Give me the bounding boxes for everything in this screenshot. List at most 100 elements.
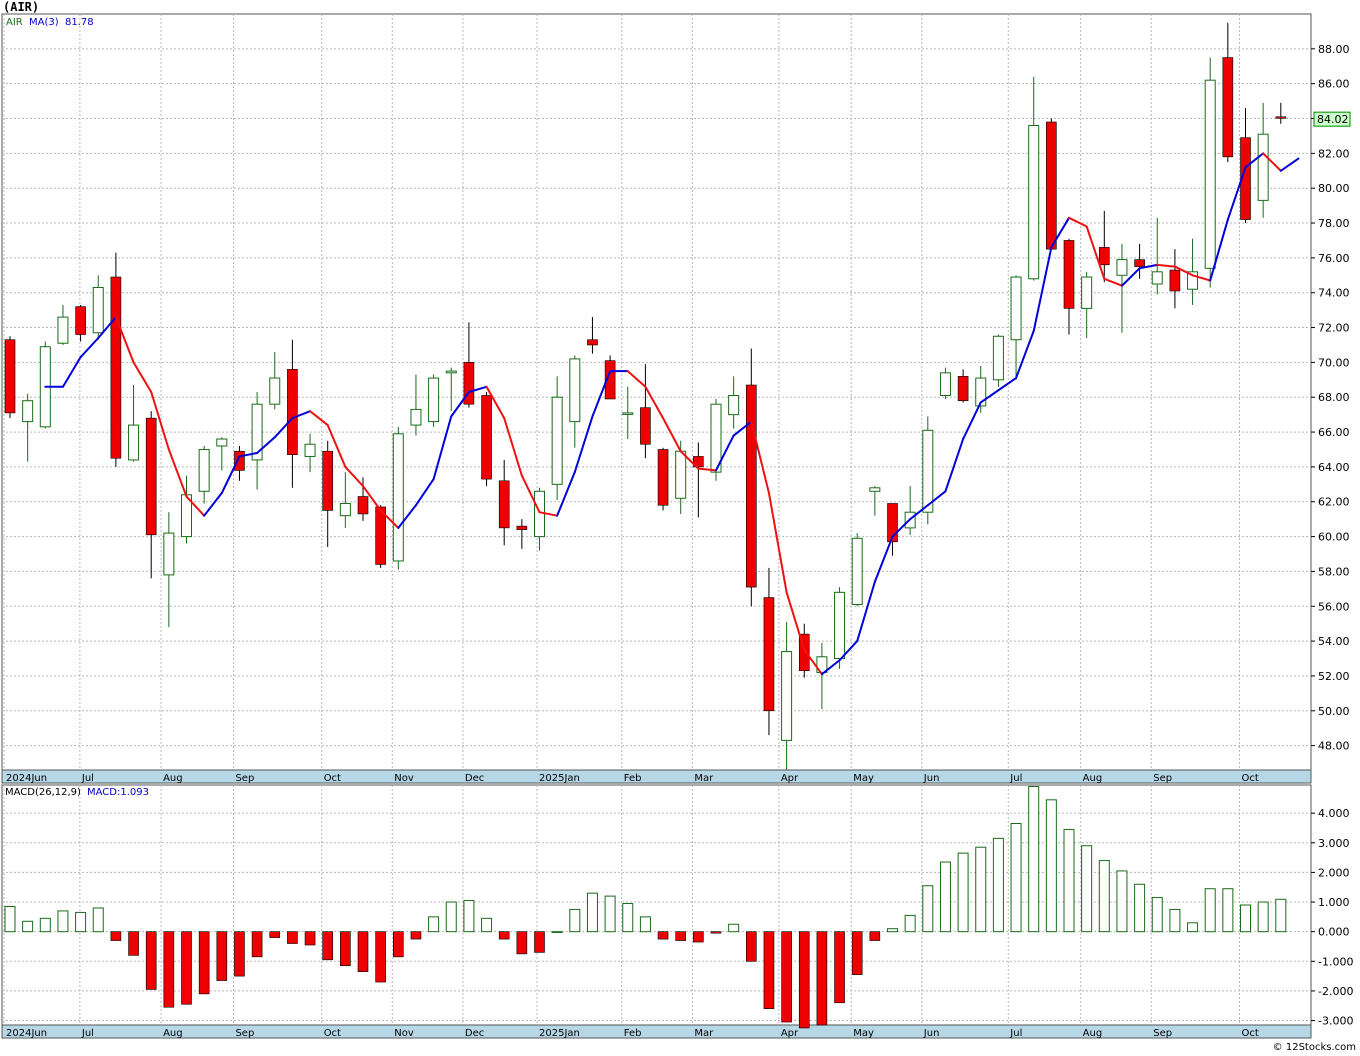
ma-segment (750, 420, 770, 495)
candle-body-up (834, 591, 846, 660)
x-tick-label: 2024Jun (6, 1028, 47, 1039)
candle-body-up (728, 394, 740, 416)
ma-segment (820, 659, 841, 676)
ma-segment (1015, 330, 1035, 380)
ma-segment (891, 518, 912, 538)
y-tick-label: 82.00 (1318, 147, 1350, 160)
y-tick-label: 76.00 (1318, 252, 1350, 265)
ma-segment (432, 415, 453, 481)
ma-segment (1279, 157, 1300, 172)
y-tick-label: 56.00 (1318, 600, 1350, 613)
macd-y-tick-label: 0.000 (1318, 926, 1350, 939)
candle-body-down (481, 395, 492, 480)
candle-body-up (851, 537, 863, 606)
ma-segment (309, 410, 329, 427)
y-tick-label: 48.00 (1318, 740, 1350, 753)
ma-segment (1103, 277, 1123, 287)
y-tick-label: 74.00 (1318, 287, 1350, 300)
candle-body-up (781, 651, 793, 741)
ma-segment (962, 401, 982, 441)
ma-segment (485, 385, 506, 420)
macd-y-tick-label: -3.000 (1318, 1015, 1353, 1028)
chart-title: (AIR) (3, 0, 40, 14)
macd-bar-positive (604, 895, 616, 933)
candle-body-up (128, 424, 140, 461)
candle-body-down (1222, 57, 1234, 158)
candle-body-up (1151, 271, 1163, 285)
ma-segment (803, 648, 823, 676)
macd-x-axis-band (1, 1024, 1312, 1039)
legend-ma-value: 81.78 (65, 17, 94, 28)
macd-bar-positive (975, 846, 987, 933)
y-tick-label: 68.00 (1318, 391, 1350, 404)
candlestick-series (4, 22, 1287, 770)
ma-segment (944, 438, 965, 493)
legend-ma-label: MA(3) (29, 17, 59, 28)
candle-body-down (4, 339, 16, 414)
x-tick-label: Aug (1083, 773, 1103, 784)
candle-body-down (657, 449, 669, 506)
ma-segment (1191, 274, 1212, 282)
ma-segment (97, 316, 117, 339)
candle-body-down (234, 450, 245, 471)
candle-body-up (975, 377, 987, 407)
ma-segment (220, 455, 241, 495)
panel-frames (1, 13, 1312, 1039)
candle-body-up (410, 408, 422, 426)
macd-bar-negative (163, 931, 175, 1008)
macd-bar-positive (1010, 823, 1022, 933)
macd-bar-negative (322, 931, 334, 961)
macd-bar-negative (181, 931, 192, 1005)
macd-bar-positive (463, 900, 475, 933)
macd-bar-positive (1134, 883, 1146, 933)
ma-segment (520, 474, 541, 514)
macd-histogram (4, 785, 1287, 1029)
macd-bar-positive (75, 911, 87, 933)
ma-segment (856, 580, 876, 643)
candle-body-up (992, 335, 1004, 381)
ma-segment (715, 434, 735, 472)
candle-body-down (887, 503, 898, 543)
candle-body-up (92, 286, 104, 334)
candle-body-down (75, 306, 86, 335)
candle-body-up (1116, 259, 1128, 276)
macd-bar-negative (304, 931, 316, 946)
macd-bar-negative (816, 931, 828, 1026)
candle-body-up (816, 656, 828, 673)
ma-segment (185, 495, 206, 517)
macd-bar-positive (1045, 799, 1057, 933)
ma-segment (1120, 267, 1141, 287)
macd-bar-positive (1028, 785, 1040, 933)
macd-bar-negative (851, 931, 863, 975)
ma-segment (150, 391, 170, 451)
macd-bar-positive (1151, 897, 1163, 933)
candle-body-down (1063, 240, 1075, 309)
macd-bar-positive (551, 931, 563, 933)
macd-bar-positive (445, 901, 457, 933)
x-tick-label: Apr (781, 773, 799, 784)
macd-bar-positive (1063, 828, 1075, 933)
y-axis: 48.00 50.00 52.00 54.00 56.00 58.00 60.00 62.00… (1311, 43, 1353, 1028)
candle-body-down (957, 376, 969, 402)
candle-body-up (269, 377, 281, 405)
x-tick-label: Nov (394, 773, 414, 784)
ma-segment (679, 450, 700, 470)
y-tick-label: 54.00 (1318, 635, 1350, 648)
x-tick-label: Jul (1009, 773, 1022, 784)
macd-bar-positive (1169, 908, 1181, 933)
macd-bar-positive (622, 903, 634, 933)
macd-bar-negative (145, 931, 157, 990)
macd-bar-positive (939, 861, 951, 933)
candle-body-up (216, 438, 228, 447)
ma-segment (662, 417, 682, 453)
x-tick-label: Nov (394, 1028, 414, 1039)
macd-bar-negative (392, 931, 404, 958)
y-tick-label: 50.00 (1318, 705, 1350, 718)
y-tick-label: 88.00 (1318, 43, 1350, 56)
macd-bar-negative (498, 931, 510, 940)
x-tick-label: Jul (1009, 1028, 1022, 1039)
candle-body-up (551, 396, 563, 485)
ma-segment (697, 467, 717, 472)
candle-body-up (569, 358, 581, 423)
macd-bar-negative (710, 931, 722, 934)
